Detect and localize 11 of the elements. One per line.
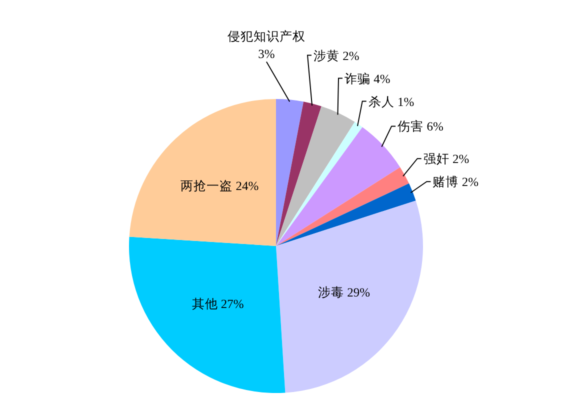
slice-label: 侵犯知识产权	[227, 29, 306, 44]
slice-label: 涉毒 29%	[318, 285, 370, 300]
slice-label: 伤害 6%	[398, 118, 444, 134]
slice-label: 强奸 2%	[423, 152, 470, 166]
slice-label: 赌博 2%	[432, 175, 479, 190]
slice-label: 涉黄 2%	[314, 48, 360, 63]
slice-label: 其他 27%	[192, 297, 244, 312]
slice-label: 诈骗 4%	[344, 72, 390, 86]
slice-label: 杀人 1%	[368, 94, 414, 109]
slice-label: 两抢一盗 24%	[180, 178, 259, 193]
data-label: 3%	[258, 46, 275, 61]
